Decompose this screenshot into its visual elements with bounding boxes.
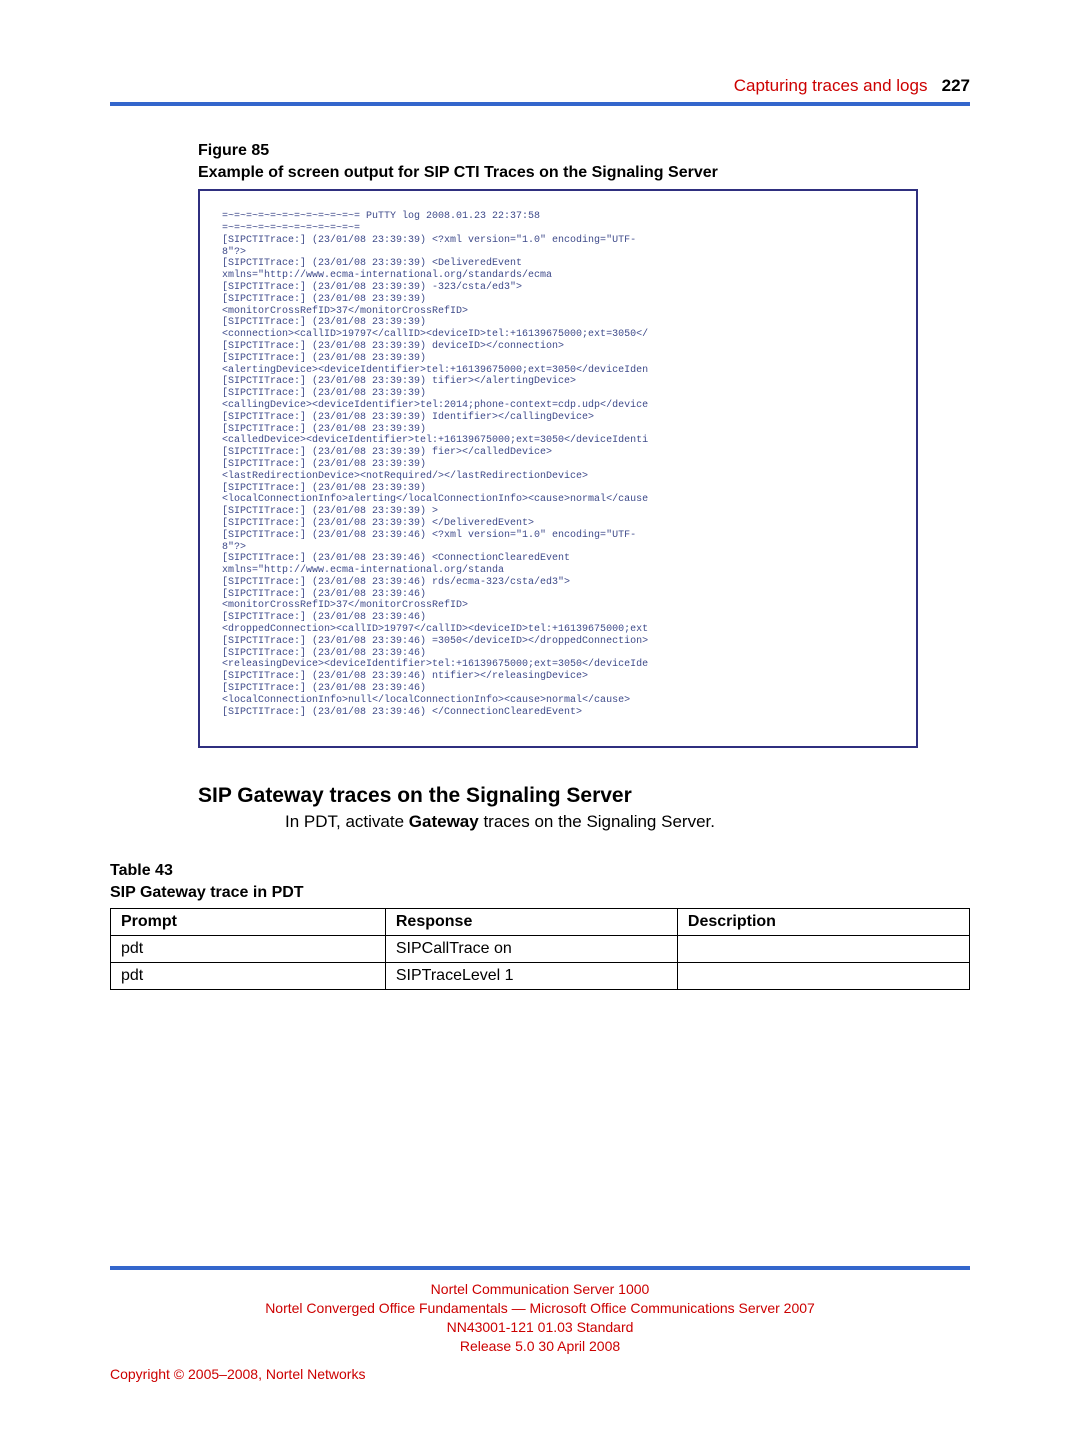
footer-copyright: Copyright © 2005–2008, Nortel Networks xyxy=(110,1366,970,1382)
figure-caption: Figure 85 Example of screen output for S… xyxy=(198,140,970,183)
table-col-description: Description xyxy=(677,908,969,935)
table-title: SIP Gateway trace in PDT xyxy=(110,884,304,901)
header-rule xyxy=(110,102,970,106)
page-header: Capturing traces and logs 227 xyxy=(110,76,970,96)
table-row: pdtSIPTraceLevel 1 xyxy=(111,962,970,989)
footer-rule xyxy=(110,1266,970,1270)
footer-line-2: Nortel Converged Office Fundamentals — M… xyxy=(110,1299,970,1318)
section-paragraph-post: traces on the Signaling Server. xyxy=(479,812,715,831)
footer-line-1: Nortel Communication Server 1000 xyxy=(110,1280,970,1299)
footer-line-4: Release 5.0 30 April 2008 xyxy=(110,1337,970,1356)
table-col-prompt: Prompt xyxy=(111,908,386,935)
table-caption: Table 43 SIP Gateway trace in PDT xyxy=(110,860,970,903)
table-col-response: Response xyxy=(385,908,677,935)
terminal-output-box: =~=~=~=~=~=~=~=~=~=~=~= PuTTY log 2008.0… xyxy=(198,189,918,748)
table-cell: SIPCallTrace on xyxy=(385,935,677,962)
section-paragraph-pre: In PDT, activate xyxy=(285,812,409,831)
table-cell xyxy=(677,962,969,989)
table-cell xyxy=(677,935,969,962)
figure-label: Figure 85 xyxy=(198,142,269,159)
header-page-number: 227 xyxy=(942,76,970,95)
page-footer: Nortel Communication Server 1000 Nortel … xyxy=(110,1266,970,1382)
table-cell: pdt xyxy=(111,962,386,989)
pdt-table: Prompt Response Description pdtSIPCallTr… xyxy=(110,908,970,990)
terminal-output-text: =~=~=~=~=~=~=~=~=~=~=~= PuTTY log 2008.0… xyxy=(222,211,894,718)
table-header-row: Prompt Response Description xyxy=(111,908,970,935)
table-cell: pdt xyxy=(111,935,386,962)
section-heading: SIP Gateway traces on the Signaling Serv… xyxy=(198,784,970,808)
table-label: Table 43 xyxy=(110,862,173,879)
table-row: pdtSIPCallTrace on xyxy=(111,935,970,962)
footer-center-block: Nortel Communication Server 1000 Nortel … xyxy=(110,1280,970,1356)
section-paragraph-bold: Gateway xyxy=(409,812,479,831)
table-cell: SIPTraceLevel 1 xyxy=(385,962,677,989)
header-section-title: Capturing traces and logs xyxy=(734,76,928,95)
section-paragraph: In PDT, activate Gateway traces on the S… xyxy=(285,812,970,832)
figure-title: Example of screen output for SIP CTI Tra… xyxy=(198,164,718,181)
footer-line-3: NN43001-121 01.03 Standard xyxy=(110,1318,970,1337)
